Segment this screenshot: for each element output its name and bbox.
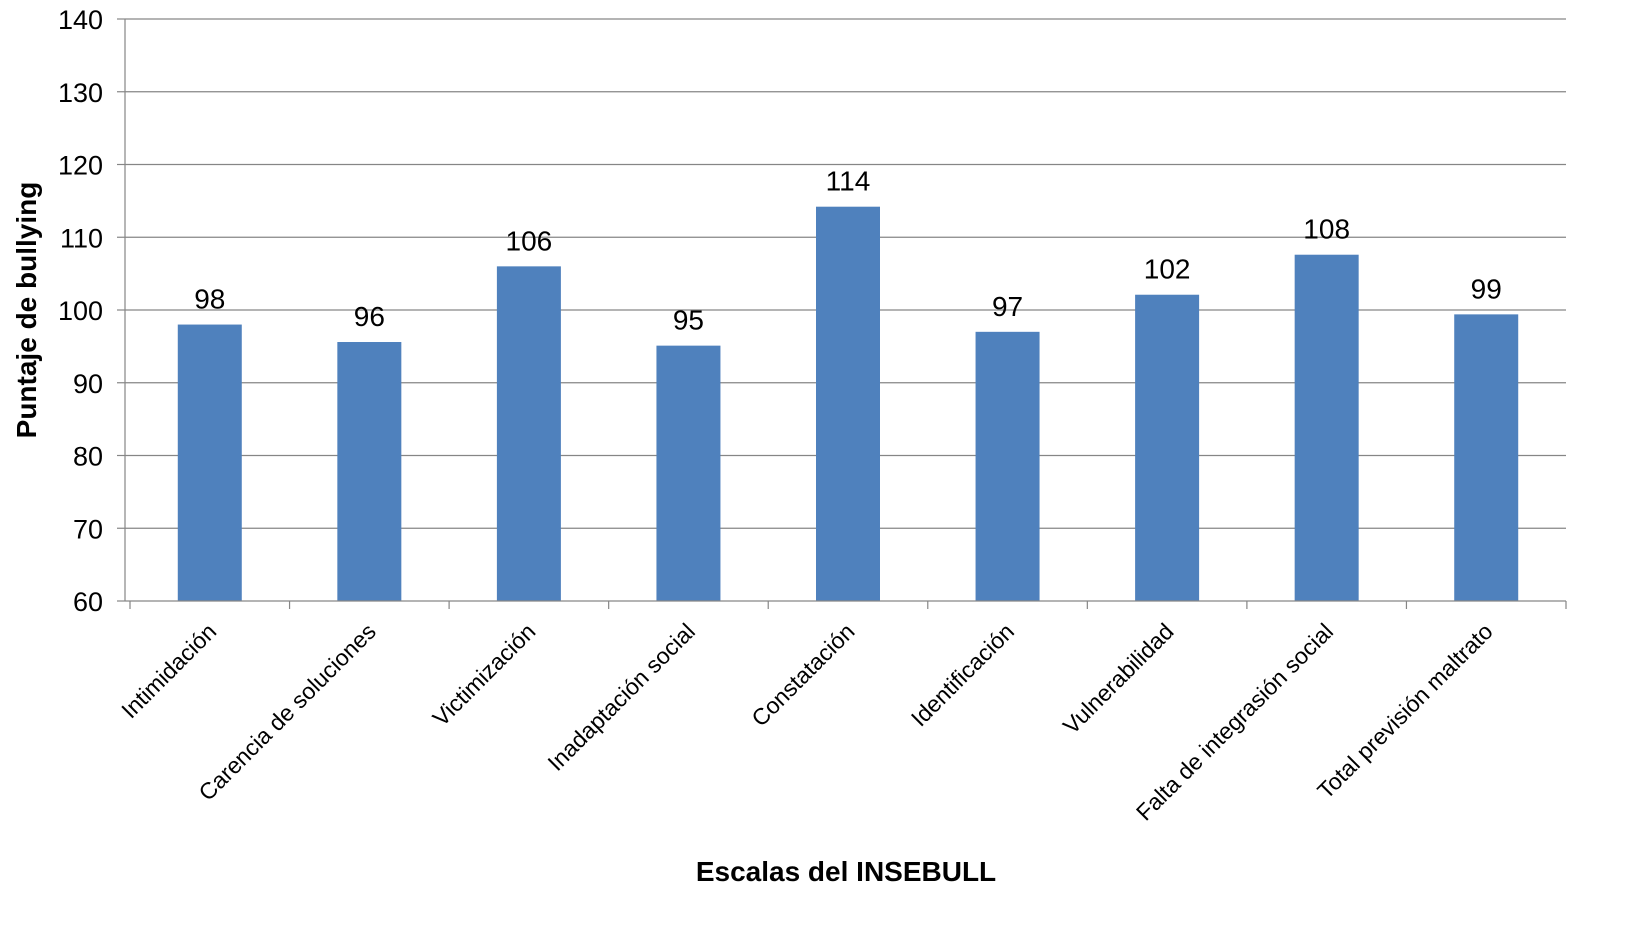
data-label: 96 [354, 301, 385, 332]
bar [177, 324, 242, 601]
data-labels: 98 96 106 95 114 97 102 108 99 [194, 166, 1502, 336]
x-axis-title: Escalas del INSEBULL [696, 856, 996, 887]
data-label: 97 [992, 291, 1023, 322]
y-tick-label: 70 [73, 514, 103, 544]
bar [1454, 314, 1519, 601]
y-tick-label: 60 [73, 587, 103, 617]
bar [975, 331, 1040, 601]
x-category-label: Inadaptación social [542, 618, 700, 776]
y-tick-label: 120 [58, 151, 103, 181]
data-label: 106 [506, 225, 553, 256]
bar [656, 345, 721, 601]
data-label: 98 [194, 284, 225, 315]
data-label: 108 [1303, 214, 1350, 245]
y-tick-label: 130 [58, 78, 103, 108]
data-label: 114 [826, 166, 871, 197]
bar [1135, 294, 1200, 601]
data-label: 95 [673, 305, 704, 336]
data-label: 102 [1144, 254, 1191, 285]
x-category-label: Constatación [746, 618, 859, 731]
bar [496, 266, 561, 601]
bar [1294, 254, 1359, 601]
data-label: 99 [1471, 273, 1502, 304]
x-category-label: Identificación [906, 618, 1019, 731]
y-tick-labels: 60 70 80 90 100 110 120 130 140 [58, 5, 103, 617]
y-tick-label: 110 [60, 223, 103, 253]
y-tick-label: 100 [58, 296, 103, 326]
bars [177, 206, 1519, 601]
x-category-label: Carencia de soluciones [193, 618, 380, 805]
y-tick-label: 80 [73, 442, 103, 472]
y-tick-label: 90 [73, 369, 103, 399]
bar [337, 342, 402, 601]
y-axis-title: Puntaje de bullying [11, 182, 42, 439]
x-category-label: Vulnerabilidad [1058, 618, 1179, 739]
x-category-label: Victimización [427, 618, 540, 731]
bar [816, 206, 880, 601]
axes [117, 18, 1567, 609]
x-category-label: Intimidación [116, 618, 221, 723]
y-tick-label: 140 [58, 5, 103, 35]
x-category-label: Total previsión maltrato [1312, 618, 1498, 804]
